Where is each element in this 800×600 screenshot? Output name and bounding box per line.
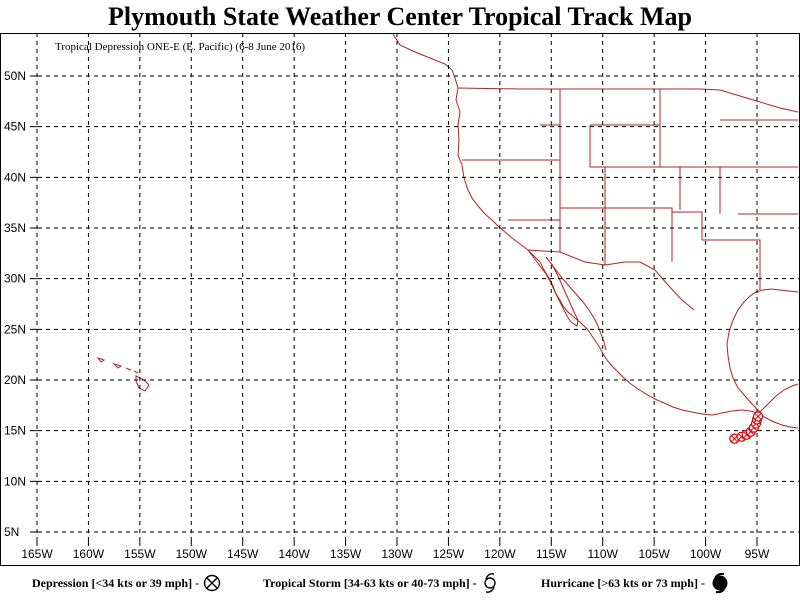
hawaii-islands (96, 357, 150, 392)
lat-tick-label: 45N (4, 120, 26, 134)
lon-tick-label: 155W (124, 547, 156, 561)
hurricane-icon (712, 572, 728, 594)
legend-hurricane: Hurricane [>63 kts or 73 mph] - (541, 572, 732, 594)
map-title: Plymouth State Weather Center Tropical T… (107, 2, 692, 31)
yucatan-coastline (759, 383, 799, 413)
storm-subtitle: Tropical Depression ONE-E (E. Pacific) (… (55, 41, 306, 53)
legend-hurricane-label: Hurricane [>63 kts or 73 mph] - (541, 575, 705, 590)
lon-tick-label: 150W (176, 547, 208, 561)
lon-tick-label: 140W (278, 547, 310, 561)
lon-tick-label: 125W (433, 547, 465, 561)
lat-tick-label: 20N (4, 373, 26, 387)
lat-tick-label: 30N (4, 272, 26, 286)
tropical-storm-icon (483, 573, 496, 593)
track-point-depression (729, 433, 740, 444)
lon-tick-label: 145W (227, 547, 259, 561)
lat-tick-label: 25N (4, 322, 26, 336)
sonora-coastline (549, 261, 607, 351)
legend-tropical-storm-label: Tropical Storm [34-63 kts or 40-73 mph] … (263, 575, 477, 590)
lat-tick-label: 50N (4, 69, 26, 83)
lat-tick-label: 15N (4, 424, 26, 438)
lat-tick-label: 40N (4, 170, 26, 184)
depression-icon (203, 574, 221, 592)
coastlines (96, 33, 799, 429)
legend-tropical-storm: Tropical Storm [34-63 kts or 40-73 mph] … (263, 572, 500, 594)
pacific-coastline (392, 33, 799, 429)
lon-tick-label: 135W (330, 547, 362, 561)
depression-marker-cross (730, 435, 738, 443)
lat-tick-label: 10N (4, 474, 26, 488)
lon-tick-label: 120W (484, 547, 516, 561)
lat-tick-label: 5N (4, 525, 19, 539)
track-point-depression (752, 411, 764, 422)
map-frame (0, 33, 800, 566)
lon-tick-label: 115W (536, 547, 567, 561)
lat-lon-grid: 165W 160W 155W 150W 145W 140W 135W 130W 125W 120W… (4, 33, 800, 561)
us-canada-border (457, 87, 799, 113)
lon-tick-label: 105W (638, 547, 670, 561)
lat-tick-label: 35N (4, 221, 26, 235)
depression-marker-cross (754, 412, 762, 420)
baja-coastline (527, 249, 579, 327)
legend-depression: Depression [<34 kts or 39 mph] - (32, 572, 222, 594)
lon-tick-label: 130W (381, 547, 413, 561)
legend: Depression [<34 kts or 39 mph] - Tropica… (0, 566, 800, 600)
legend-depression-label: Depression [<34 kts or 39 mph] - (32, 575, 200, 590)
storm-track (729, 411, 764, 444)
gulf-coastline (726, 288, 799, 413)
lon-tick-label: 95W (745, 547, 770, 561)
lon-tick-label: 165W (21, 547, 53, 561)
us-mexico-border (527, 249, 695, 311)
legend-divider (0, 565, 800, 566)
lon-tick-label: 100W (690, 547, 722, 561)
state-lines (462, 89, 798, 290)
lon-tick-label: 160W (73, 547, 105, 561)
lon-tick-label: 110W (587, 547, 618, 561)
